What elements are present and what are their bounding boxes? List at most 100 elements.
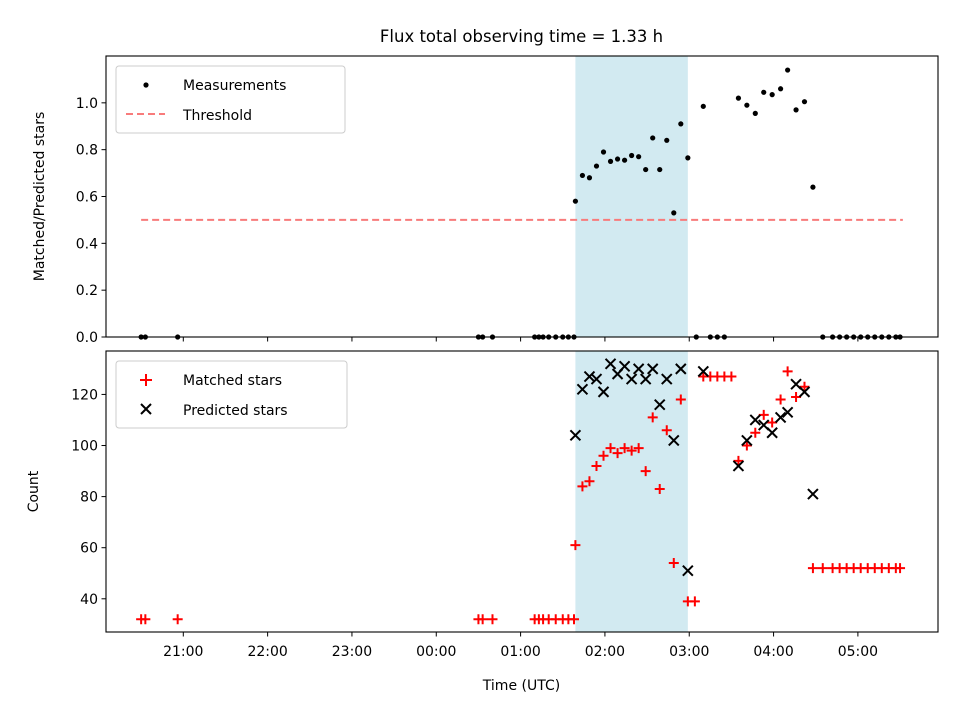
- x-tick-label: 22:00: [247, 644, 287, 660]
- matched-star-point: [758, 409, 769, 420]
- y-tick-label: 100: [71, 439, 98, 455]
- measurement-point: [769, 92, 775, 98]
- matched-star-point: [741, 440, 752, 451]
- matched-star-point: [584, 476, 595, 487]
- matched-star-point: [799, 381, 810, 392]
- top-panel: 0.0 0.2 0.4 0.6 0.8 1.0 Matched/Predicted sta…: [32, 55, 939, 346]
- y-tick-label: 0.0: [76, 330, 98, 346]
- measurement-point: [671, 210, 677, 216]
- x-tick-label: 04:00: [753, 644, 793, 660]
- measurement-point: [752, 110, 758, 116]
- matched-star-point: [767, 417, 778, 428]
- chart-title: Flux total observing time = 1.33 h: [380, 27, 663, 46]
- matched-star-point: [807, 563, 818, 574]
- legend-measurements-label: Measurements: [183, 78, 286, 94]
- measurement-point: [700, 103, 706, 109]
- measurement-point: [629, 152, 635, 159]
- x-tick-label: 03:00: [669, 644, 709, 660]
- matched-star-point: [675, 394, 686, 405]
- observing-window-shade: [575, 351, 688, 632]
- measurement-point: [650, 135, 656, 141]
- predicted-star-point: [741, 434, 753, 447]
- matched-star-point: [477, 614, 488, 625]
- matched-star-point: [750, 427, 761, 438]
- predicted-star-point: [654, 398, 666, 411]
- legend-x-marker: [140, 403, 152, 415]
- predicted-star-point: [781, 406, 794, 419]
- measurement-point: [593, 163, 600, 169]
- matched-star-point: [487, 614, 498, 625]
- measurement-point: [793, 107, 799, 113]
- predicted-star-point: [682, 564, 694, 577]
- bottom-legend: Matched stars Predicted stars: [115, 360, 348, 429]
- bottom-plot-frame: [105, 350, 939, 633]
- measurement-point: [572, 198, 579, 204]
- bottom-panel: 40 60 80 100 120 21:00 22:00 23:00 00:00 01:00 02…: [26, 337, 939, 694]
- predicted-star-point: [569, 429, 582, 442]
- measurement-point: [657, 166, 663, 173]
- bottom-y-ticks: 40 60 80 100 120: [71, 387, 106, 608]
- measurement-point: [600, 149, 607, 155]
- matched-star-point: [733, 455, 744, 466]
- predicted-star-point: [646, 363, 659, 375]
- measurement-point: [801, 99, 808, 105]
- legend-dot-marker: [143, 82, 149, 88]
- matched-star-point: [591, 460, 602, 471]
- y-tick-label: 120: [71, 387, 98, 403]
- matched-star-point: [726, 371, 737, 382]
- y-tick-label: 0.6: [76, 190, 98, 206]
- measurement-point: [735, 95, 742, 101]
- y-tick-label: 60: [80, 541, 98, 557]
- matched-star-point: [569, 614, 579, 625]
- predicted-star-point: [774, 411, 787, 424]
- measurement-point: [614, 156, 621, 162]
- matched-star-point: [791, 391, 802, 402]
- matched-star-point: [775, 394, 786, 405]
- predicted-star-point: [590, 373, 603, 385]
- predicted-star-point: [675, 363, 687, 375]
- measurement-point: [761, 89, 767, 95]
- predicted-star-point: [583, 370, 596, 383]
- predicted-star-point: [807, 488, 819, 500]
- matched-star-point: [689, 596, 700, 607]
- y-tick-label: 0.4: [76, 236, 98, 252]
- x-tick-label: 05:00: [838, 644, 878, 660]
- measurement-point: [643, 166, 649, 173]
- matched-star-point: [140, 614, 151, 625]
- matched-star-point: [626, 445, 637, 456]
- predicted-star-point: [597, 386, 610, 398]
- predicted-star-point: [661, 373, 673, 385]
- predicted-star-point: [766, 427, 778, 439]
- measurement-point: [785, 67, 791, 73]
- legend-matched-label: Matched stars: [183, 373, 282, 389]
- measurement-point: [744, 102, 750, 108]
- matched-star-point: [612, 448, 623, 459]
- predicted-star-point: [668, 434, 680, 447]
- x-tick-label: 02:00: [585, 644, 625, 660]
- predicted-star-point: [618, 360, 631, 373]
- matched-star-point: [817, 563, 828, 574]
- measurement-point: [678, 121, 684, 127]
- predicted-star-point: [604, 358, 617, 370]
- measurement-point: [607, 158, 614, 164]
- x-tick-label: 00:00: [416, 644, 456, 660]
- matched-star-point: [654, 483, 665, 494]
- matched-star-point: [668, 558, 679, 569]
- matched-star-point: [172, 614, 183, 625]
- measurement-point: [586, 175, 593, 181]
- measurement-point: [664, 137, 670, 143]
- measurement-point: [621, 157, 628, 163]
- legend-threshold-label: Threshold: [182, 108, 252, 124]
- matched-star-point: [640, 466, 651, 477]
- top-legend: Measurements Threshold: [115, 65, 346, 134]
- bottom-ylabel: Count: [26, 470, 42, 512]
- matched-star-point: [619, 443, 630, 454]
- predicted-star-point: [632, 363, 645, 375]
- x-ticks: 21:00 22:00 23:00 00:00 01:00 02:00 03:00 04:00…: [163, 337, 878, 660]
- measurement-point: [777, 86, 784, 92]
- observing-window-shade: [575, 56, 688, 337]
- y-tick-label: 40: [80, 592, 98, 608]
- measurement-point: [810, 184, 816, 190]
- x-tick-label: 01:00: [500, 644, 540, 660]
